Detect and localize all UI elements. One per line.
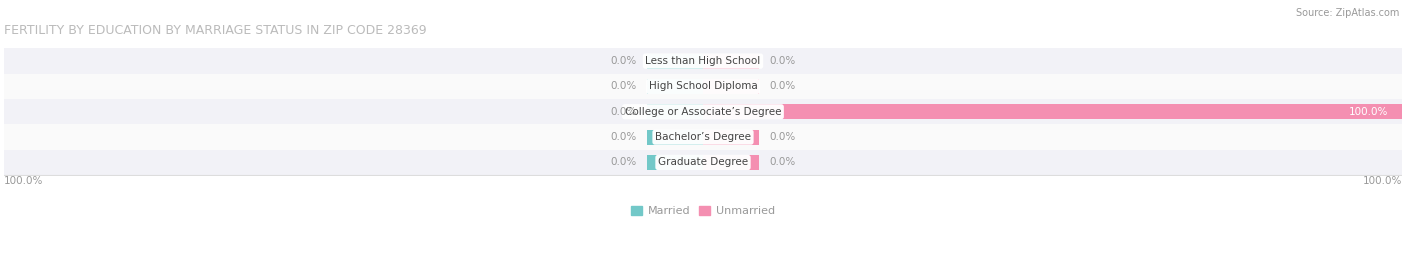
Text: Bachelor’s Degree: Bachelor’s Degree — [655, 132, 751, 142]
Text: 0.0%: 0.0% — [769, 56, 796, 66]
Text: 0.0%: 0.0% — [610, 132, 637, 142]
Text: 0.0%: 0.0% — [769, 82, 796, 91]
Text: College or Associate’s Degree: College or Associate’s Degree — [624, 107, 782, 117]
Text: 100.0%: 100.0% — [4, 176, 44, 186]
Bar — [4, 125, 1402, 150]
Text: 0.0%: 0.0% — [610, 107, 637, 117]
Text: Graduate Degree: Graduate Degree — [658, 157, 748, 167]
Text: Source: ZipAtlas.com: Source: ZipAtlas.com — [1295, 8, 1399, 18]
Legend: Married, Unmarried: Married, Unmarried — [631, 206, 775, 216]
Bar — [703, 79, 759, 94]
Bar — [647, 79, 703, 94]
Bar — [647, 155, 703, 170]
Text: 0.0%: 0.0% — [610, 82, 637, 91]
Text: 0.0%: 0.0% — [769, 132, 796, 142]
Bar — [647, 104, 703, 119]
Text: 0.0%: 0.0% — [610, 56, 637, 66]
Bar — [647, 129, 703, 145]
Bar — [4, 74, 1402, 99]
Bar — [703, 104, 1402, 119]
Bar — [647, 54, 703, 69]
Text: FERTILITY BY EDUCATION BY MARRIAGE STATUS IN ZIP CODE 28369: FERTILITY BY EDUCATION BY MARRIAGE STATU… — [4, 24, 427, 37]
Text: 0.0%: 0.0% — [769, 157, 796, 167]
Text: Less than High School: Less than High School — [645, 56, 761, 66]
Bar — [703, 155, 759, 170]
Text: 100.0%: 100.0% — [1362, 176, 1402, 186]
Text: High School Diploma: High School Diploma — [648, 82, 758, 91]
Bar — [4, 99, 1402, 125]
Bar — [703, 54, 759, 69]
Text: 0.0%: 0.0% — [610, 157, 637, 167]
Bar — [4, 150, 1402, 175]
Bar — [4, 48, 1402, 74]
Bar — [703, 129, 759, 145]
Text: 100.0%: 100.0% — [1348, 107, 1388, 117]
